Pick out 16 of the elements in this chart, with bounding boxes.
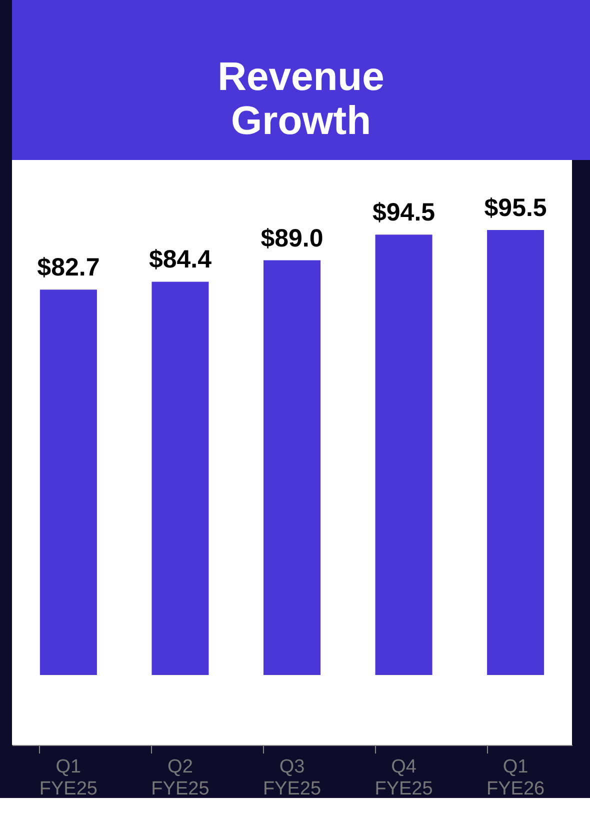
data-label: $82.7 <box>37 254 100 282</box>
x-tick-label: Q1 FYE25 <box>39 756 98 800</box>
bar <box>40 290 97 675</box>
bar <box>487 230 544 675</box>
bar <box>263 260 321 675</box>
data-label: $95.5 <box>484 194 547 222</box>
data-label: $84.4 <box>148 246 212 274</box>
x-tick-label: Q2 FYE25 <box>151 756 210 800</box>
x-tick-label: Q4 FYE25 <box>374 756 433 800</box>
x-tick-label: Q1 FYE26 <box>486 756 545 800</box>
bar <box>375 234 432 675</box>
bar <box>152 282 209 675</box>
chart-title: Revenue Growth <box>218 55 384 143</box>
x-tick-label: Q3 FYE25 <box>262 756 322 800</box>
data-label: $89.0 <box>260 224 324 252</box>
data-label: $94.5 <box>372 198 436 227</box>
